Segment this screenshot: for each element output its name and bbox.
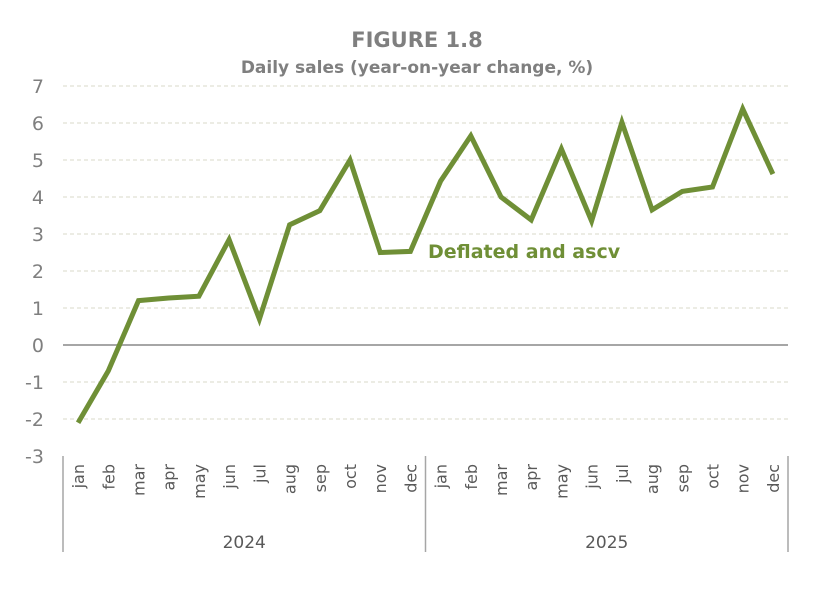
x-tick-label: dec bbox=[764, 464, 783, 493]
y-tick-label: 7 bbox=[32, 76, 44, 98]
series-line bbox=[75, 102, 776, 424]
x-tick-label: jan bbox=[69, 464, 88, 489]
y-tick-label: 1 bbox=[32, 298, 44, 320]
y-tick-label: 3 bbox=[32, 224, 44, 246]
y-tick-label: 4 bbox=[32, 187, 44, 209]
series-label: Deflated and ascv bbox=[428, 241, 621, 263]
y-tick-label: -2 bbox=[25, 409, 44, 431]
x-tick-label: may bbox=[190, 464, 209, 499]
x-tick-label: mar bbox=[492, 464, 511, 496]
x-tick-label: jan bbox=[432, 464, 451, 489]
x-tick-label: nov bbox=[371, 464, 390, 493]
group-label: 2025 bbox=[585, 533, 628, 553]
chart-title: FIGURE 1.8 bbox=[351, 28, 483, 52]
x-tick-label: apr bbox=[522, 464, 541, 491]
group-label: 2024 bbox=[223, 533, 266, 553]
x-tick-label: dec bbox=[401, 464, 420, 493]
y-tick-label: 0 bbox=[32, 335, 44, 357]
x-tick-label: feb bbox=[462, 464, 481, 490]
x-tick-label: oct bbox=[341, 464, 360, 489]
chart-subtitle: Daily sales (year-on-year change, %) bbox=[240, 58, 594, 78]
x-tick-label: aug bbox=[281, 464, 300, 494]
x-tick-label: mar bbox=[130, 464, 149, 496]
x-tick-label: jun bbox=[583, 464, 602, 490]
y-tick-label: -3 bbox=[25, 446, 44, 468]
y-tick-label: -1 bbox=[25, 372, 44, 394]
x-tick-label: jul bbox=[613, 464, 632, 484]
x-tick-label: may bbox=[552, 464, 571, 499]
x-tick-label: nov bbox=[734, 464, 753, 493]
x-tick-label: jun bbox=[220, 464, 239, 490]
x-tick-label: oct bbox=[703, 464, 722, 489]
x-tick-label: feb bbox=[99, 464, 118, 490]
y-tick-label: 2 bbox=[32, 261, 44, 283]
y-tick-label: 5 bbox=[32, 150, 44, 172]
x-tick-label: sep bbox=[311, 464, 330, 492]
x-tick-label: apr bbox=[160, 464, 179, 491]
x-tick-label: jul bbox=[250, 464, 269, 484]
x-tick-label: sep bbox=[673, 464, 692, 492]
x-tick-label: aug bbox=[643, 464, 662, 494]
y-tick-label: 6 bbox=[32, 113, 44, 135]
